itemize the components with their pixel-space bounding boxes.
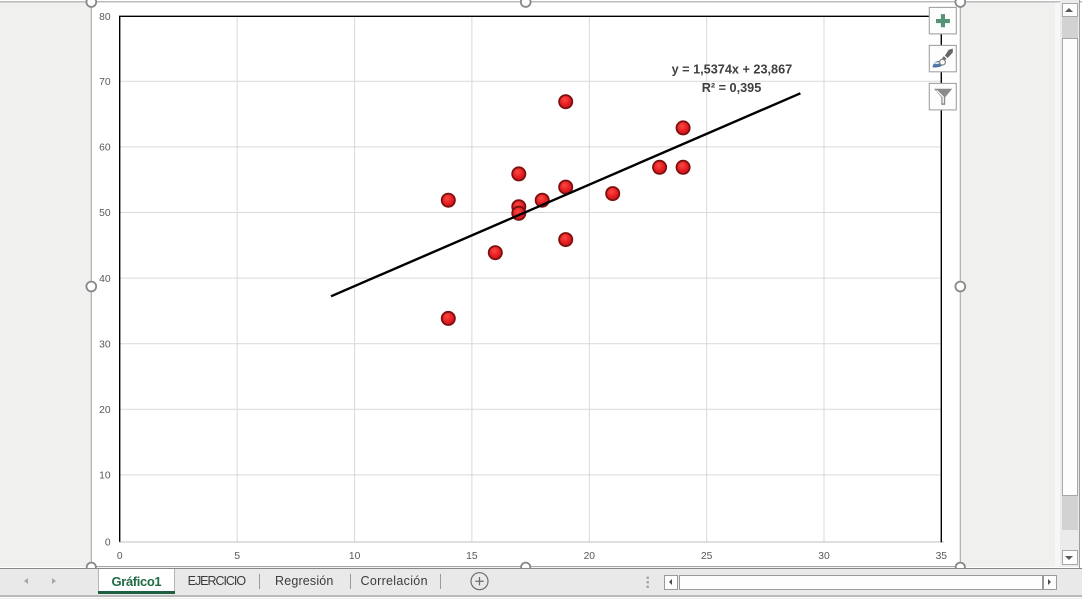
svg-text:80: 80 [99,12,111,23]
svg-text:20: 20 [584,551,596,562]
svg-text:5: 5 [234,551,240,562]
svg-text:10: 10 [99,471,111,482]
svg-text:0: 0 [105,537,111,548]
svg-text:30: 30 [99,339,111,350]
svg-text:60: 60 [99,143,111,154]
svg-text:y = 1,5374x + 23,867: y = 1,5374x + 23,867 [672,63,793,77]
svg-text:25: 25 [701,551,713,562]
svg-text:35: 35 [936,551,948,562]
svg-text:20: 20 [99,405,111,416]
svg-text:10: 10 [349,551,361,562]
svg-text:15: 15 [466,551,478,562]
svg-text:R² = 0,395: R² = 0,395 [702,81,762,95]
svg-text:50: 50 [99,208,111,219]
svg-text:40: 40 [99,274,111,285]
svg-text:0: 0 [117,551,123,562]
svg-text:70: 70 [99,77,111,88]
svg-text:30: 30 [818,551,830,562]
